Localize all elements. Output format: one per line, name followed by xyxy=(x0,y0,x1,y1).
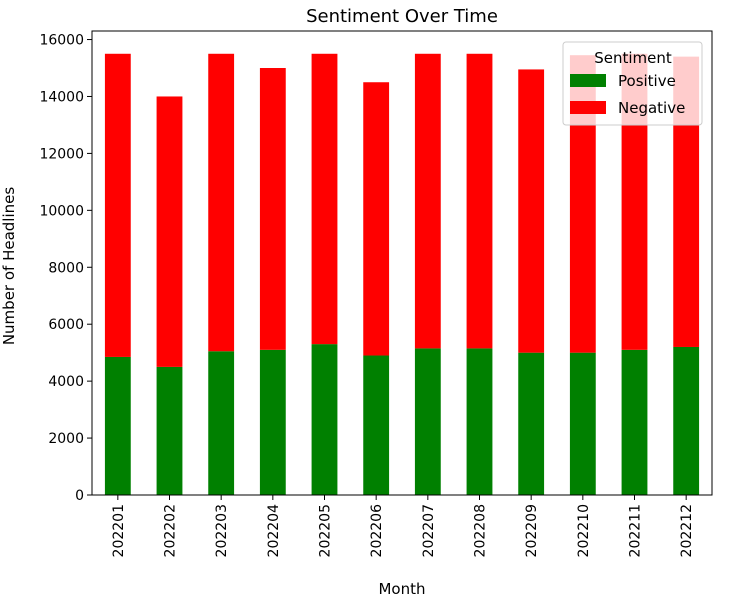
bar-positive-202204 xyxy=(259,349,286,495)
bar-negative-202205 xyxy=(311,53,338,345)
bar-positive-202203 xyxy=(208,351,235,495)
y-tick-label: 4000 xyxy=(48,374,84,390)
legend-label-negative: Negative xyxy=(618,99,685,117)
x-tick-label: 202206 xyxy=(369,504,385,558)
x-tick-label: 202212 xyxy=(679,504,695,557)
y-tick-label: 14000 xyxy=(39,89,84,105)
bar-positive-202209 xyxy=(518,352,545,495)
y-tick-label: 16000 xyxy=(39,33,84,49)
x-tick-label: 202201 xyxy=(111,504,127,557)
x-tick-label: 202204 xyxy=(266,504,282,558)
bar-positive-202210 xyxy=(569,352,596,495)
bar-positive-202206 xyxy=(363,355,390,495)
y-tick-label: 0 xyxy=(75,488,84,504)
x-tick-label: 202205 xyxy=(318,504,334,557)
y-tick-label: 12000 xyxy=(39,146,84,162)
legend-title: Sentiment xyxy=(594,49,672,67)
legend: Sentiment Positive Negative xyxy=(562,41,703,126)
y-axis-label: Number of Headlines xyxy=(0,187,18,346)
bar-positive-202205 xyxy=(311,344,338,495)
bar-negative-202203 xyxy=(208,53,235,352)
y-tick-label: 2000 xyxy=(48,431,84,447)
legend-swatch-positive xyxy=(570,74,606,87)
bar-positive-202212 xyxy=(673,346,700,495)
bar-negative-202201 xyxy=(104,53,131,357)
bar-negative-202206 xyxy=(363,82,390,356)
bar-negative-202208 xyxy=(466,53,493,349)
y-tick-label: 8000 xyxy=(48,260,84,276)
legend-swatch-negative xyxy=(570,101,606,114)
x-tick-label: 202207 xyxy=(421,504,437,557)
x-tick-label: 202210 xyxy=(576,504,592,557)
bar-negative-202202 xyxy=(156,96,183,367)
x-tick-label: 202209 xyxy=(524,504,540,557)
x-tick-label: 202202 xyxy=(163,504,179,557)
y-tick-label: 10000 xyxy=(39,203,84,219)
bar-positive-202207 xyxy=(414,348,441,495)
plot-frame xyxy=(91,30,713,496)
y-tick-label: 6000 xyxy=(48,317,84,333)
bar-negative-202207 xyxy=(414,53,441,349)
bar-negative-202204 xyxy=(259,68,286,350)
x-tick-label: 202203 xyxy=(214,504,230,557)
bar-positive-202201 xyxy=(104,356,131,495)
x-axis-label: Month xyxy=(378,580,425,598)
x-tick-label: 202208 xyxy=(473,504,489,557)
bar-negative-202209 xyxy=(518,69,545,353)
legend-label-positive: Positive xyxy=(618,72,676,90)
bar-positive-202202 xyxy=(156,366,183,495)
plot-area: 0 2000 4000 6000 8000 10000 12000 14000 16000 202… xyxy=(39,30,713,558)
bar-positive-202208 xyxy=(466,348,493,495)
bar-positive-202211 xyxy=(621,349,648,495)
x-tick-label: 202211 xyxy=(628,504,644,557)
chart-title: Sentiment Over Time xyxy=(306,6,498,27)
